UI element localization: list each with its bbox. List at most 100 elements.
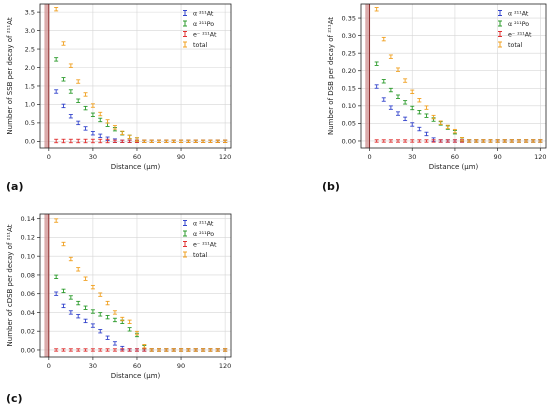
legend-label: α ²¹¹Po: [508, 21, 529, 28]
data-point: [388, 54, 393, 59]
y-tick-label: 0.35: [342, 14, 356, 22]
chart-panel-2: 0 30 60 90 120 0.00 0.02 0.04 0.06 0.08 0.10 0.12 0.…: [6, 213, 232, 380]
data-point: [105, 348, 110, 352]
x-tick-label: 120: [219, 362, 231, 370]
data-point: [403, 78, 408, 83]
legend: α ²¹¹At α ²¹¹Po e⁻ ²¹¹At total: [183, 220, 217, 259]
panel-label-2: (c): [6, 392, 23, 405]
legend-label: total: [193, 42, 208, 49]
data-point: [76, 348, 81, 352]
data-point: [179, 139, 184, 144]
y-tick-label: 1.0: [25, 101, 35, 109]
data-point: [68, 295, 73, 300]
y-tick-label: 3.5: [25, 8, 35, 16]
series-1: [54, 274, 228, 352]
source-band: [44, 4, 49, 148]
data-point: [495, 139, 500, 143]
data-point: [134, 330, 139, 336]
data-point: [54, 274, 59, 279]
data-point: [112, 341, 117, 346]
data-point: [149, 139, 154, 144]
data-point: [410, 139, 415, 143]
data-point: [98, 133, 103, 138]
data-point: [445, 139, 450, 143]
data-point: [223, 139, 228, 144]
data-point: [215, 139, 220, 144]
y-tick-label: 2.0: [25, 64, 35, 72]
x-axis-label: Distance (µm): [111, 372, 161, 380]
data-point: [171, 348, 176, 352]
legend-item: total: [183, 251, 208, 259]
x-tick-label: 60: [133, 362, 141, 370]
data-point: [98, 348, 103, 352]
data-point: [445, 124, 450, 130]
data-point: [112, 310, 117, 315]
data-point: [403, 100, 408, 105]
y-axis-label: Number of DSB per decay of ²¹¹At: [327, 17, 335, 135]
data-point: [83, 105, 88, 111]
data-point: [61, 303, 66, 309]
data-point: [396, 67, 400, 72]
data-point: [531, 139, 536, 143]
data-point: [538, 139, 543, 143]
y-tick-label: 0.20: [342, 67, 356, 75]
y-tick-label: 0.10: [342, 102, 356, 110]
data-point: [142, 348, 147, 352]
y-tick-label: 0.04: [21, 309, 35, 317]
data-point: [83, 92, 88, 97]
legend-label: α ²¹¹Po: [193, 231, 214, 238]
data-point: [502, 139, 507, 143]
legend-item: e⁻ ²¹¹At: [498, 31, 532, 39]
data-point: [76, 138, 81, 144]
data-point: [516, 139, 521, 143]
data-point: [54, 348, 59, 352]
x-tick-label: 120: [219, 153, 231, 161]
data-point: [193, 348, 198, 352]
data-point: [388, 87, 393, 93]
data-point: [452, 139, 457, 143]
data-point: [481, 139, 486, 143]
data-point: [68, 348, 73, 352]
data-point: [186, 348, 191, 352]
data-point: [417, 98, 422, 103]
y-tick-label: 0.0: [25, 138, 35, 146]
x-axis-label: Distance (µm): [111, 163, 161, 171]
y-tick-label: 0.06: [21, 290, 35, 298]
series-3: [54, 6, 228, 144]
data-point: [127, 327, 132, 332]
x-tick-label: 90: [177, 362, 185, 370]
data-point: [374, 7, 379, 12]
legend-item: α ²¹¹Po: [183, 20, 214, 28]
series-1: [374, 61, 543, 143]
legend-item: α ²¹¹At: [183, 220, 214, 228]
y-tick-label: 0.00: [21, 346, 35, 354]
data-point: [76, 120, 81, 126]
data-point: [467, 139, 472, 143]
data-point: [61, 348, 66, 352]
data-point: [68, 310, 73, 315]
data-point: [509, 139, 514, 143]
data-point: [417, 126, 422, 132]
data-point: [388, 139, 393, 143]
legend-label: total: [508, 42, 523, 49]
data-point: [90, 348, 95, 352]
data-point: [98, 292, 103, 297]
data-point: [438, 139, 443, 143]
data-point: [215, 348, 220, 352]
data-point: [208, 348, 213, 352]
data-point: [424, 139, 429, 143]
data-point: [54, 57, 59, 62]
data-point: [460, 137, 465, 142]
data-point: [90, 284, 95, 290]
data-point: [417, 139, 422, 143]
data-point: [157, 348, 162, 352]
data-point: [68, 138, 73, 144]
data-point: [83, 348, 88, 352]
source-band: [44, 214, 49, 357]
data-point: [61, 138, 66, 144]
data-point: [120, 139, 125, 144]
data-point: [424, 113, 429, 118]
series-3: [374, 7, 543, 143]
data-point: [61, 241, 66, 247]
